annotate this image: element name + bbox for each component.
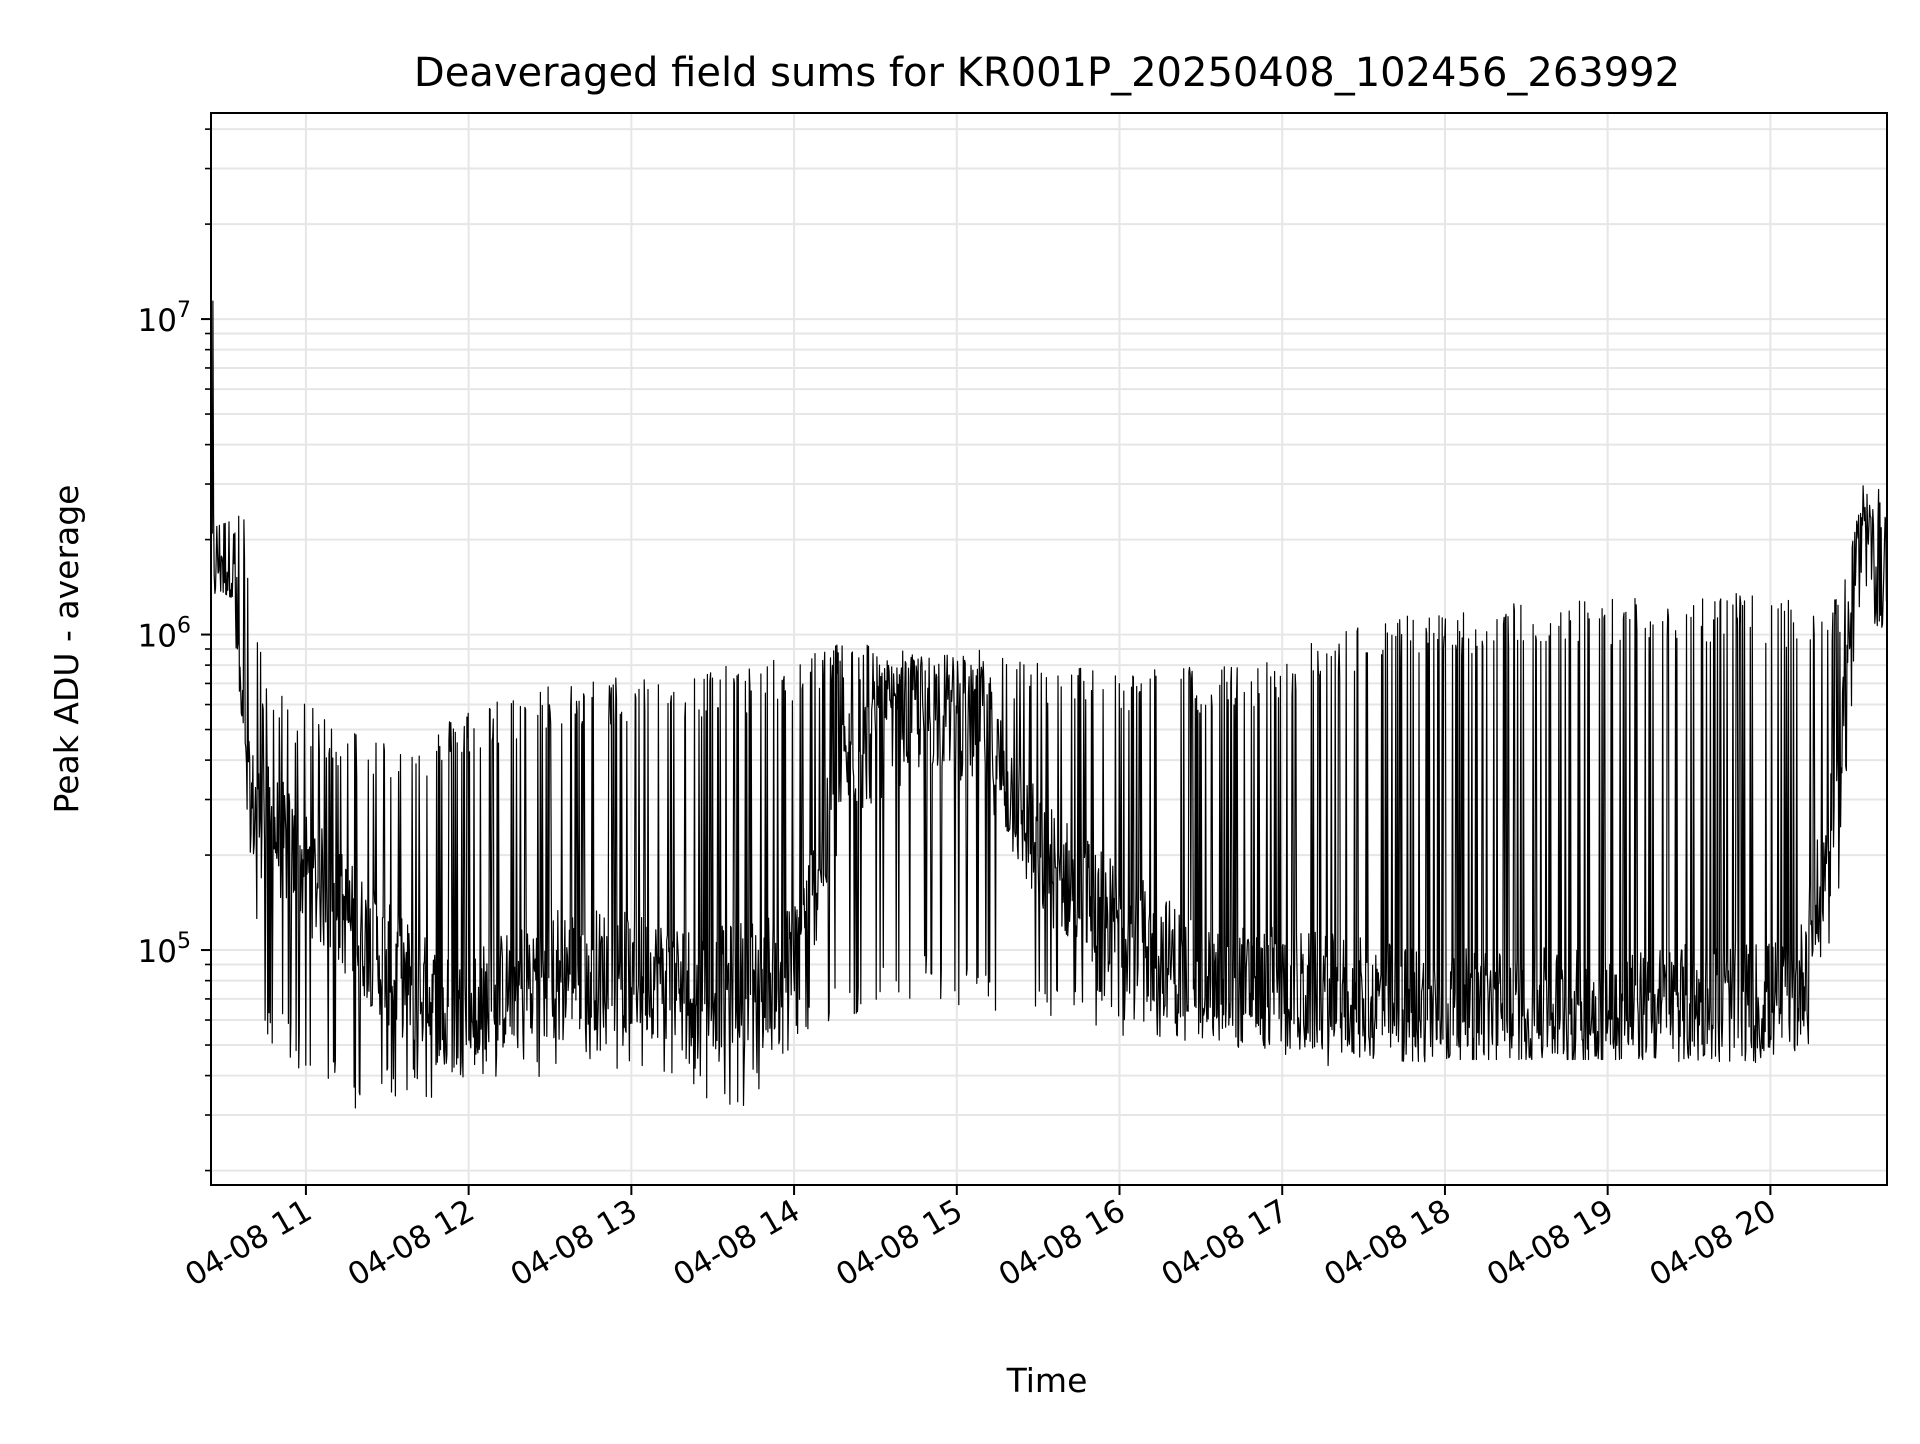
- chart-title: Deaveraged field sums for KR001P_2025040…: [414, 50, 1680, 96]
- y-axis: 105 106 107: [138, 128, 211, 1172]
- series-path: [210, 300, 1888, 1109]
- series-line: [210, 300, 1888, 1109]
- y-tick-label: 105: [138, 929, 191, 970]
- y-tick-label: 107: [138, 298, 191, 339]
- x-axis-title: Time: [1006, 1361, 1088, 1400]
- y-tick-label: 106: [138, 614, 191, 655]
- y-axis-title: Peak ADU - average: [47, 485, 86, 814]
